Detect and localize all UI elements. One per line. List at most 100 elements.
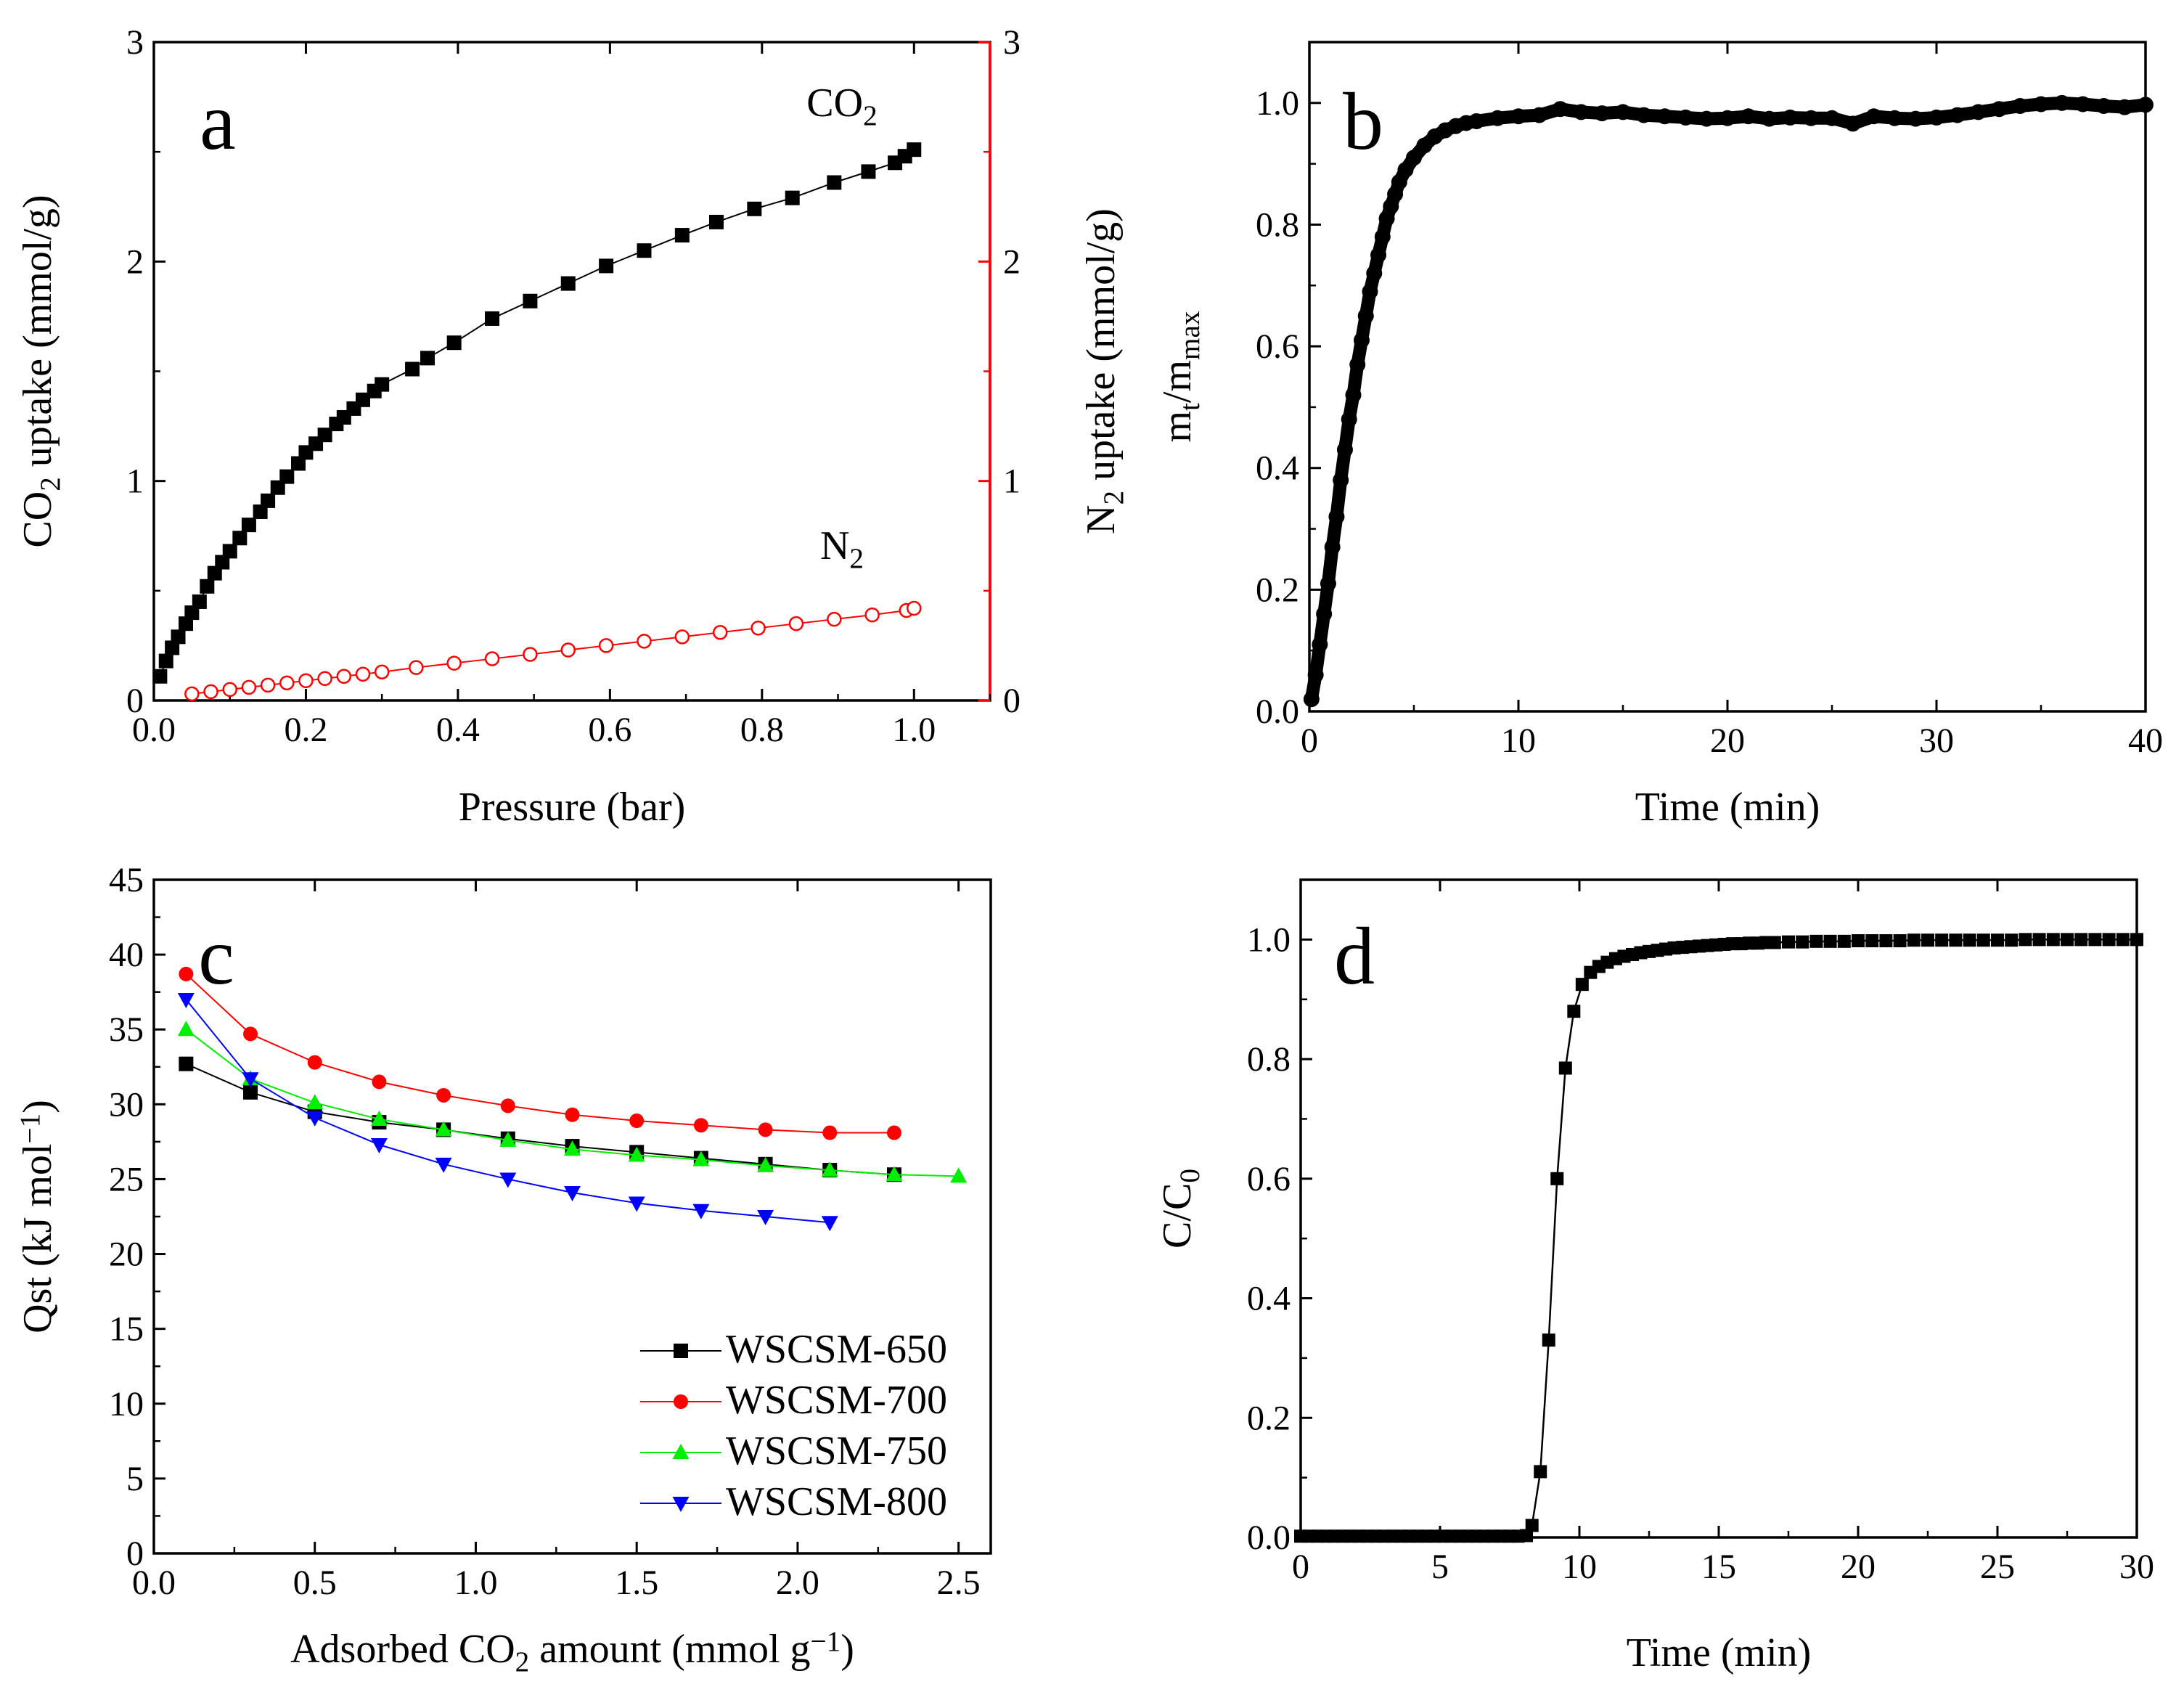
point-wscsm-750	[370, 1110, 388, 1126]
point-co2	[184, 605, 200, 621]
point-wscsm-800	[370, 1138, 388, 1154]
point-kinetics	[1468, 113, 1485, 129]
x-tick-label: 30	[2119, 1548, 2154, 1586]
point-kinetics	[2138, 97, 2154, 113]
x-tick-label: 10	[1501, 722, 1536, 760]
point-n2	[298, 673, 314, 689]
point-wscsm-750	[564, 1140, 581, 1156]
point-co2	[253, 504, 268, 519]
point-n2	[864, 607, 880, 623]
point-breakthrough	[1520, 1529, 1534, 1542]
point-wscsm-800	[564, 1186, 581, 1202]
y-tick-label: 0.6	[1256, 327, 1299, 366]
y-tick-label: 35	[109, 1010, 144, 1049]
point-breakthrough	[1550, 1172, 1564, 1185]
point-kinetics	[1320, 575, 1336, 592]
y-axis-title: mt/mmax	[1155, 311, 1206, 442]
point-kinetics	[1383, 198, 1399, 215]
series-band	[1304, 96, 2152, 706]
point-co2	[178, 616, 193, 632]
x-tick-label: 0.8	[740, 711, 784, 749]
point-wscsm-750	[950, 1167, 968, 1183]
point-kinetics	[1312, 636, 1328, 653]
point-kinetics	[1357, 308, 1374, 324]
point-co2	[405, 361, 420, 377]
point-n2	[317, 671, 332, 687]
point-kinetics	[1886, 110, 1903, 126]
y-tick-label: 1	[126, 462, 144, 501]
x-tick-label: 0	[1301, 722, 1318, 760]
point-breakthrough	[1907, 933, 1921, 947]
point-breakthrough	[2005, 933, 2019, 947]
point-n2	[674, 629, 690, 645]
x-tick-label: 40	[2128, 722, 2163, 760]
point-wscsm-700	[565, 1107, 580, 1122]
point-wscsm-800	[499, 1172, 517, 1188]
point-co2	[747, 201, 762, 216]
point-breakthrough	[1809, 934, 1823, 948]
point-co2	[192, 594, 207, 609]
x-axis-title: Pressure (bar)	[459, 785, 686, 830]
point-breakthrough	[1852, 934, 1865, 948]
point-wscsm-750	[435, 1121, 452, 1137]
panel-a: 0.0 0.2 0.4 0.6 0.8 1.0 0 1 2 3 0 1 2 3 Pressure (bar)…	[15, 23, 1129, 830]
x-tick-label: 15	[1701, 1548, 1736, 1586]
legend-marker	[672, 1497, 690, 1512]
y-tick-label: 2	[126, 242, 144, 281]
point-kinetics	[1397, 162, 1414, 179]
point-kinetics	[1416, 137, 1433, 154]
point-co2	[907, 142, 922, 158]
point-breakthrough	[1796, 935, 1809, 949]
point-co2	[317, 428, 332, 443]
legend-item-wscsm-650: WSCSM-650	[640, 1327, 947, 1372]
annotation-n2: N2	[820, 523, 864, 574]
point-wscsm-700	[822, 1125, 838, 1140]
point-breakthrough	[2061, 933, 2074, 947]
point-breakthrough	[1976, 933, 1990, 947]
point-kinetics	[1949, 107, 1966, 123]
point-wscsm-700	[758, 1122, 773, 1137]
y-tick-label: 3	[126, 23, 144, 62]
point-n2	[827, 611, 842, 627]
y-tick-label: 25	[109, 1160, 144, 1198]
point-kinetics	[1907, 110, 1924, 127]
point-kinetics	[1844, 115, 1861, 132]
point-wscsm-800	[692, 1204, 710, 1219]
point-kinetics	[1698, 110, 1715, 127]
point-wscsm-800	[306, 1111, 324, 1127]
point-kinetics	[1594, 105, 1611, 122]
y-tick-label: 20	[109, 1235, 144, 1274]
point-wscsm-750	[177, 1021, 195, 1037]
annotation-co2: CO2	[806, 81, 877, 131]
point-kinetics	[1303, 691, 1320, 708]
point-co2	[200, 579, 215, 594]
y-tick-label: 0	[126, 1535, 144, 1573]
point-kinetics	[2116, 99, 2133, 115]
point-kinetics	[1307, 666, 1324, 683]
x-tick-label: 20	[1841, 1548, 1876, 1586]
y-tick-label: 5	[126, 1460, 144, 1498]
series-line-co2	[159, 149, 915, 677]
point-kinetics	[2095, 98, 2112, 115]
y-tick-label: 0.4	[1256, 449, 1299, 488]
point-wscsm-700	[179, 966, 194, 981]
point-kinetics	[1316, 605, 1333, 622]
point-n2	[484, 651, 500, 666]
point-co2	[171, 629, 186, 645]
point-kinetics	[1366, 265, 1383, 282]
point-kinetics	[1761, 110, 1778, 127]
x-tick-label: 5	[1431, 1548, 1449, 1586]
x-tick-label: 1.5	[615, 1564, 658, 1602]
point-wscsm-750	[306, 1094, 324, 1110]
legend-label: WSCSM-700	[726, 1378, 947, 1423]
point-co2	[270, 480, 285, 495]
point-kinetics	[1635, 107, 1652, 123]
x-tick-label: 20	[1710, 722, 1745, 760]
y-tick-label-right: 0	[1003, 682, 1021, 720]
point-co2	[279, 469, 295, 484]
point-breakthrough	[2046, 933, 2060, 947]
y-tick-label: 30	[109, 1085, 144, 1124]
point-co2	[861, 164, 876, 179]
point-co2	[152, 669, 168, 684]
